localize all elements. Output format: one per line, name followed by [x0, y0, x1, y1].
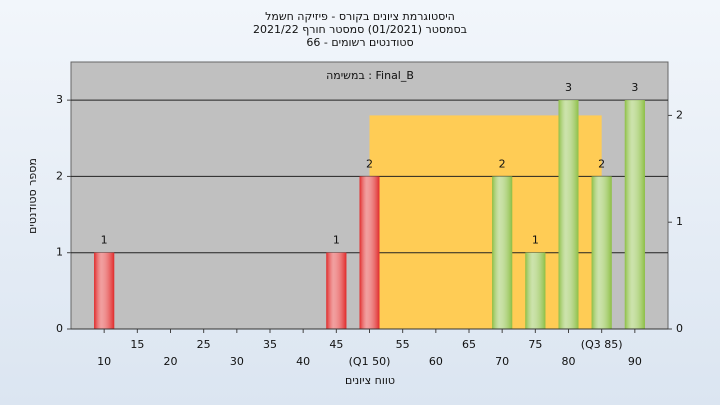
x-tick-label: (Q1 50) [349, 355, 391, 368]
x-tick-label: 25 [197, 338, 211, 351]
title-line: בסמסטר (01/2021) סמסטר חורף 2021/22 [253, 23, 467, 36]
data-label: 3 [565, 81, 572, 94]
x-tick-label: 55 [396, 338, 410, 351]
x-tick-label: 20 [164, 355, 178, 368]
title-line: היסטוגרמת ציונים בקורס - פיזיקה חשמל [265, 10, 455, 23]
bar-group [558, 100, 579, 330]
x-tick-label: 15 [130, 338, 144, 351]
bar-shine [326, 252, 347, 329]
x-tick-label: 65 [462, 338, 476, 351]
x-tick-label: 30 [230, 355, 244, 368]
x-tick-label: (Q3 85) [581, 338, 623, 351]
bar-shine [492, 176, 513, 329]
x-tick-label: 35 [263, 338, 277, 351]
bar-group [326, 252, 347, 329]
data-label: 2 [598, 157, 605, 170]
bar-shine [624, 100, 645, 330]
x-tick-label: 10 [97, 355, 111, 368]
bar-group [591, 176, 612, 329]
title-line: סטודנטים רשומים - 66 [306, 36, 413, 49]
bar-group [492, 176, 513, 329]
data-label: 2 [499, 157, 506, 170]
bar-shine [591, 176, 612, 329]
bar-group [525, 252, 546, 329]
x-tick-label: 75 [528, 338, 542, 351]
x-tick-label: 80 [562, 355, 576, 368]
data-label: 1 [333, 234, 340, 247]
x-tick-label: 70 [495, 355, 509, 368]
bar-shine [359, 176, 380, 329]
x-tick-label: 90 [628, 355, 642, 368]
bar-shine [525, 252, 546, 329]
y-tick-label: 2 [56, 169, 63, 182]
y2-tick-label: 1 [676, 215, 683, 228]
annotation: במשימה : Final_B [326, 69, 414, 82]
data-label: 1 [101, 234, 108, 247]
y-tick-label: 0 [56, 322, 63, 335]
data-label: 1 [532, 234, 539, 247]
y-tick-label: 3 [56, 93, 63, 106]
x-tick-label: 45 [329, 338, 343, 351]
bar-group [624, 100, 645, 330]
bar-group [359, 176, 380, 329]
y-axis-label: מספר סטודנטים [26, 158, 39, 234]
bar-shine [558, 100, 579, 330]
y2-tick-label: 0 [676, 322, 683, 335]
x-tick-label: 40 [296, 355, 310, 368]
bar-group [94, 252, 115, 329]
data-label: 2 [366, 157, 373, 170]
data-label: 3 [631, 81, 638, 94]
y-tick-label: 1 [56, 246, 63, 259]
x-axis-label: טווח ציונים [345, 374, 395, 387]
x-tick-label: 60 [429, 355, 443, 368]
bar-shine [94, 252, 115, 329]
y2-tick-label: 2 [676, 108, 683, 121]
